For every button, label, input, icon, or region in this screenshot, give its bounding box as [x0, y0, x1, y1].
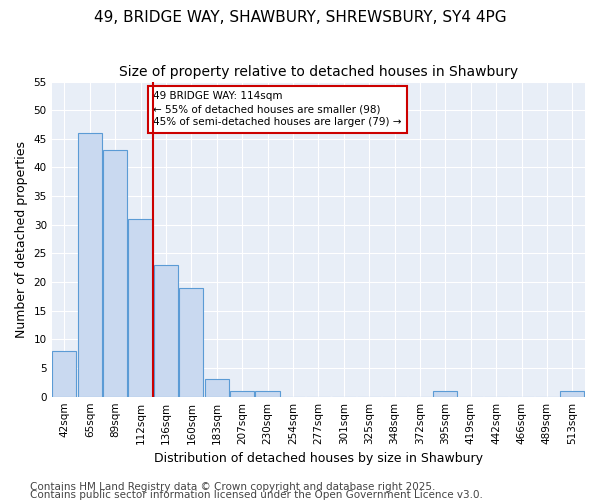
Text: Contains public sector information licensed under the Open Government Licence v3: Contains public sector information licen… — [30, 490, 483, 500]
Y-axis label: Number of detached properties: Number of detached properties — [15, 140, 28, 338]
Bar — [77, 133, 102, 396]
Text: Contains HM Land Registry data © Crown copyright and database right 2025.: Contains HM Land Registry data © Crown c… — [30, 482, 436, 492]
Bar — [230, 391, 254, 396]
Text: 49 BRIDGE WAY: 114sqm
← 55% of detached houses are smaller (98)
45% of semi-deta: 49 BRIDGE WAY: 114sqm ← 55% of detached … — [153, 91, 401, 128]
Bar — [256, 391, 280, 396]
Bar — [433, 391, 457, 396]
X-axis label: Distribution of detached houses by size in Shawbury: Distribution of detached houses by size … — [154, 452, 483, 465]
Bar — [205, 380, 229, 396]
Bar — [52, 351, 76, 397]
Text: 49, BRIDGE WAY, SHAWBURY, SHREWSBURY, SY4 4PG: 49, BRIDGE WAY, SHAWBURY, SHREWSBURY, SY… — [94, 10, 506, 25]
Bar — [179, 288, 203, 397]
Bar — [560, 391, 584, 396]
Bar — [128, 219, 152, 396]
Bar — [154, 265, 178, 396]
Bar — [103, 150, 127, 396]
Title: Size of property relative to detached houses in Shawbury: Size of property relative to detached ho… — [119, 65, 518, 79]
